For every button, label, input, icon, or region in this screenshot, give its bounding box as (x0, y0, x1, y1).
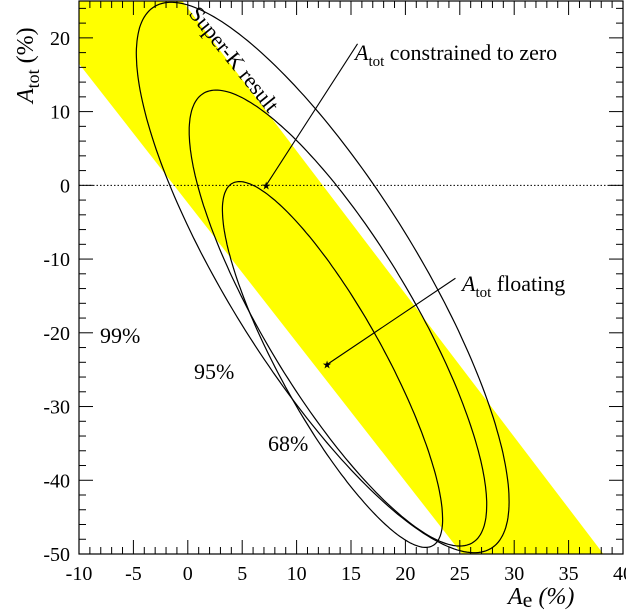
contour-label-95: 95% (194, 359, 234, 384)
x-tick-label: 35 (559, 563, 579, 585)
y-tick-label: 10 (50, 102, 70, 124)
contour-label-99: 99% (100, 323, 140, 348)
contour-label-68: 68% (268, 431, 308, 456)
x-tick-label: 5 (237, 563, 247, 585)
y-axis-title: Atot(%) (13, 27, 43, 105)
floating-annotation: Atot floating (460, 271, 565, 301)
y-tick-label: 20 (50, 28, 70, 50)
x-tick-label: -10 (66, 563, 93, 585)
x-tick-label: 20 (395, 563, 415, 585)
constrained-marker: ★ (261, 179, 271, 192)
y-tick-label: 0 (60, 175, 70, 197)
x-tick-label: 10 (287, 563, 307, 585)
constrained-annotation: Atot constrained to zero (353, 40, 557, 70)
y-tick-label: -20 (43, 323, 70, 345)
contour-95 (188, 89, 488, 547)
y-tick-label: -10 (43, 249, 70, 271)
constrained-pointer-line (265, 43, 358, 186)
x-tick-label: 25 (450, 563, 470, 585)
x-tick-label: -5 (125, 563, 142, 585)
x-axis-title: Ae (%) (506, 584, 574, 612)
x-tick-label: 0 (183, 563, 193, 585)
contour-68 (221, 181, 444, 549)
super-k-band (79, 1, 604, 554)
x-tick-label: 40 (613, 563, 626, 585)
x-tick-label: 30 (504, 563, 524, 585)
y-tick-label: -30 (43, 397, 70, 419)
floating-pointer-line (326, 277, 456, 365)
x-tick-label: 15 (341, 563, 361, 585)
y-tick-label: -50 (43, 544, 70, 566)
contour-99 (135, 1, 510, 554)
floating-marker: ★ (322, 359, 332, 372)
y-tick-label: -40 (43, 470, 70, 492)
